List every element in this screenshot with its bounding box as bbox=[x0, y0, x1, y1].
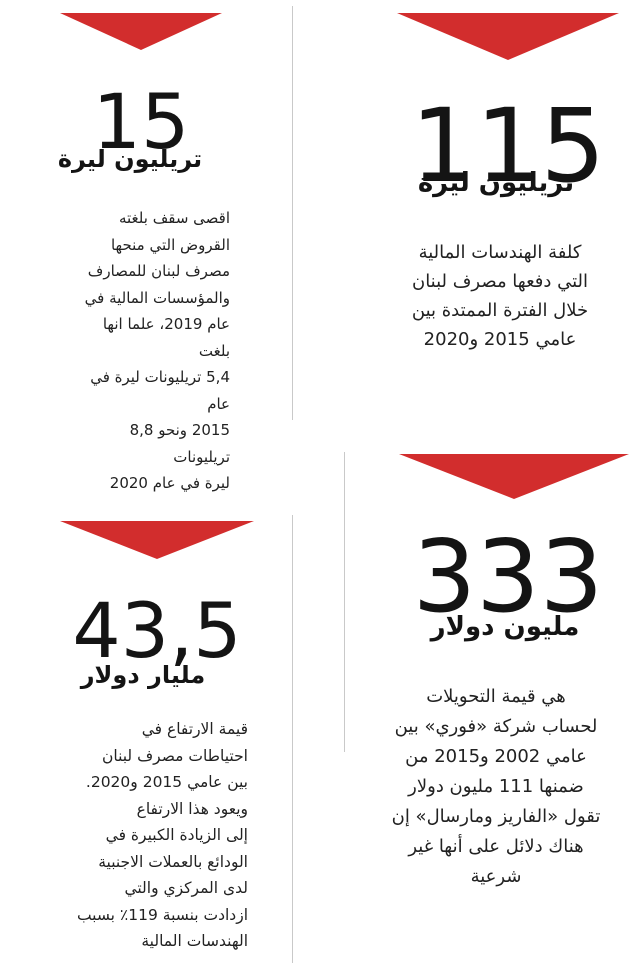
description-line: احتياطات مصرف لبنان bbox=[101, 746, 248, 765]
description-line: خلال الفترة الممتدة بين bbox=[411, 300, 589, 321]
description-line: القروض التي منحها bbox=[110, 235, 230, 254]
divider-middle bbox=[344, 452, 345, 752]
stat-value: 115 bbox=[410, 87, 606, 206]
description-line: 2015 ونحو 8,8 تريليونات bbox=[129, 421, 230, 466]
stat-unit: تريليون ليرة bbox=[417, 168, 575, 198]
stat-description: هي قيمة التحويلات لحساب شركة «فوري» بين … bbox=[374, 682, 618, 892]
divider-bottom bbox=[292, 515, 293, 963]
red-triangle-marker bbox=[60, 521, 254, 559]
description-line: كلفة الهندسات المالية bbox=[418, 242, 582, 263]
divider-top bbox=[292, 6, 293, 420]
red-triangle-marker bbox=[60, 13, 222, 50]
description-line: 5,4 تريليونات ليرة في عام bbox=[90, 368, 230, 413]
description-line: لدى المركزي والتي bbox=[124, 879, 248, 897]
description-line: ويعود هذا الارتفاع bbox=[136, 799, 248, 818]
red-triangle-marker bbox=[399, 454, 629, 499]
stat-value: 15 bbox=[92, 77, 190, 166]
description-line: هي قيمة التحويلات bbox=[426, 686, 566, 707]
stat-value: 333 bbox=[412, 518, 604, 635]
description-line: شرعية bbox=[470, 866, 522, 887]
description-line: مصرف لبنان للمصارف bbox=[87, 262, 230, 280]
description-line: قيمة الارتفاع في bbox=[141, 720, 248, 738]
description-line: ضمنها 111 مليون دولار bbox=[408, 776, 584, 797]
stat-value: 43,5 bbox=[72, 586, 242, 675]
description-line: لحساب شركة «فوري» بين bbox=[394, 716, 598, 737]
description-line: الودائع بالعملات الاجنبية bbox=[98, 852, 248, 871]
stat-unit: تريليون ليرة bbox=[57, 145, 203, 173]
description-line: عامي 2002 و2015 من bbox=[405, 746, 587, 767]
description-line: عامي 2015 و2020 bbox=[423, 329, 577, 350]
stat-description: اقصى سقف بلغته القروض التي منحها مصرف لب… bbox=[78, 205, 230, 497]
description-line: ليرة في عام 2020 bbox=[109, 474, 230, 492]
description-line: بين عامي 2015 و2020. bbox=[85, 773, 248, 791]
description-line: تقول «الفاريز ومارسال» إن bbox=[391, 806, 601, 827]
description-line: الهندسات المالية bbox=[141, 932, 248, 950]
description-line: هناك دلائل على أنها غير bbox=[408, 836, 584, 857]
description-line: عام 2019، علما انها بلغت bbox=[102, 315, 230, 360]
red-triangle-marker bbox=[397, 13, 619, 60]
stat-unit: مليون دولار bbox=[430, 612, 580, 642]
stat-description: قيمة الارتفاع في احتياطات مصرف لبنان بين… bbox=[64, 716, 248, 955]
description-line: ازدادت بنسبة 119٪ بسبب bbox=[76, 905, 248, 924]
stat-description: كلفة الهندسات المالية التي دفعها مصرف لب… bbox=[386, 238, 614, 354]
description-line: التي دفعها مصرف لبنان bbox=[411, 271, 589, 292]
description-line: اقصى سقف بلغته bbox=[118, 209, 230, 227]
description-line: إلى الزيادة الكبيرة في bbox=[105, 826, 248, 844]
description-line: والمؤسسات المالية في bbox=[84, 288, 230, 307]
stat-unit: مليار دولار bbox=[80, 661, 206, 689]
